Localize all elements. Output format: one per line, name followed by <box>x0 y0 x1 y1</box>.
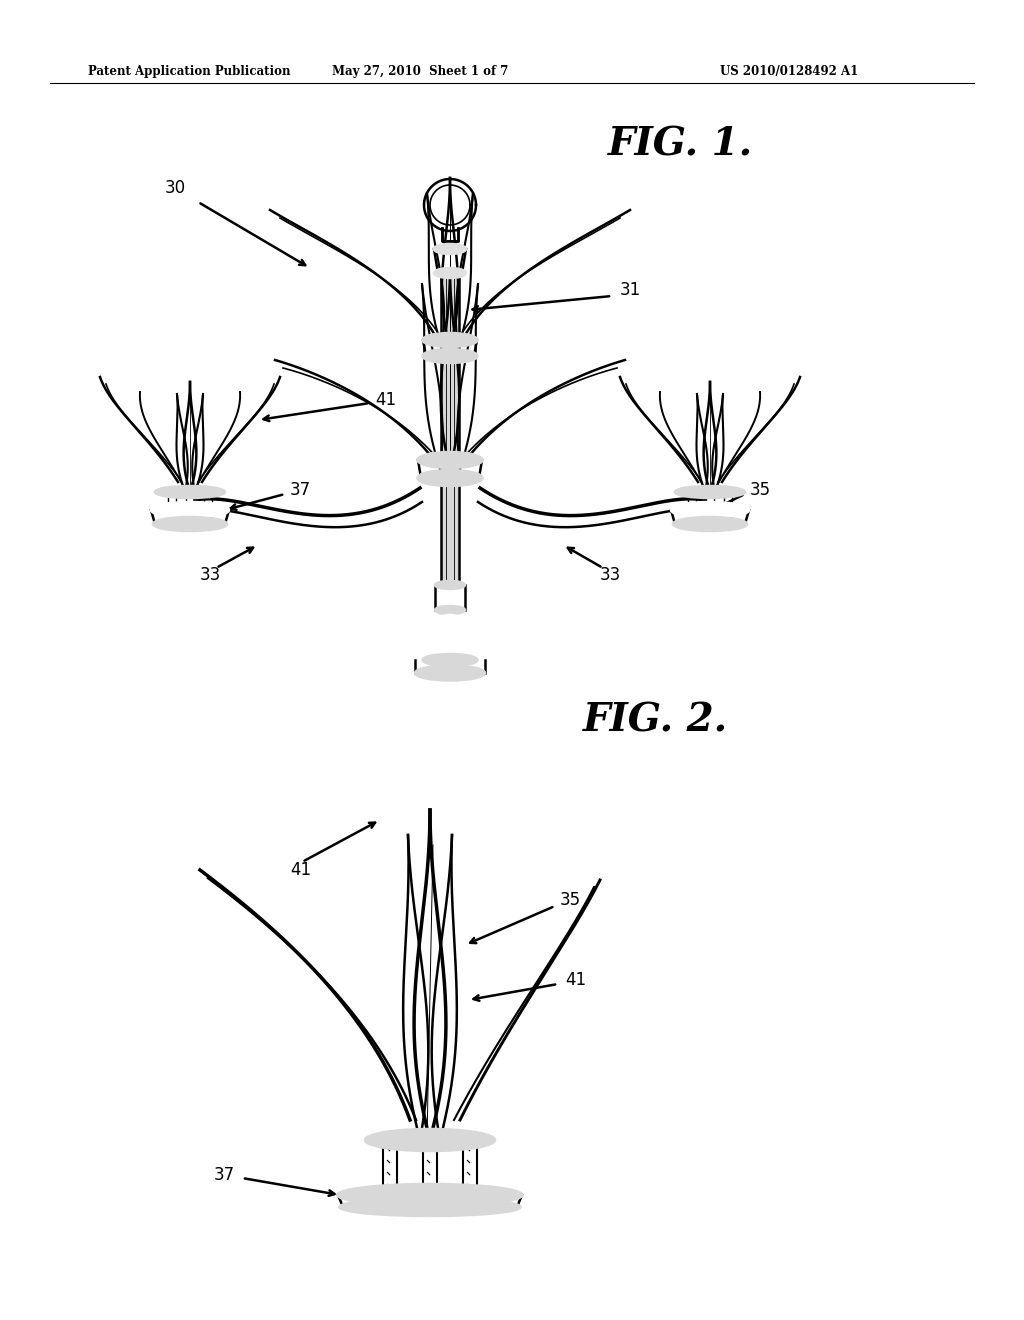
Ellipse shape <box>435 581 465 589</box>
Polygon shape <box>442 228 458 242</box>
Ellipse shape <box>203 521 213 527</box>
Ellipse shape <box>673 517 746 531</box>
Ellipse shape <box>185 490 195 495</box>
Ellipse shape <box>434 244 466 253</box>
Text: 33: 33 <box>200 566 220 583</box>
Text: 37: 37 <box>290 480 311 499</box>
Ellipse shape <box>675 486 745 498</box>
Ellipse shape <box>365 1129 495 1151</box>
Ellipse shape <box>151 502 229 517</box>
Ellipse shape <box>705 490 715 495</box>
Text: 37: 37 <box>214 1166 234 1184</box>
Ellipse shape <box>462 1192 478 1199</box>
Ellipse shape <box>423 333 477 347</box>
Ellipse shape <box>418 470 482 486</box>
Ellipse shape <box>167 490 177 495</box>
Ellipse shape <box>430 615 470 655</box>
Text: 33: 33 <box>599 566 621 583</box>
Ellipse shape <box>418 451 482 469</box>
Ellipse shape <box>723 490 733 495</box>
Text: 31: 31 <box>620 281 641 300</box>
Ellipse shape <box>687 490 697 495</box>
Text: 41: 41 <box>290 861 311 879</box>
Ellipse shape <box>167 521 177 527</box>
Text: 41: 41 <box>565 972 586 989</box>
Polygon shape <box>441 277 459 579</box>
Ellipse shape <box>153 517 227 531</box>
Text: 35: 35 <box>750 480 771 499</box>
Ellipse shape <box>423 653 477 667</box>
Ellipse shape <box>687 521 697 527</box>
Ellipse shape <box>434 268 466 279</box>
Ellipse shape <box>435 606 465 614</box>
Ellipse shape <box>462 1137 478 1143</box>
Ellipse shape <box>723 521 733 527</box>
Text: Patent Application Publication: Patent Application Publication <box>88 66 291 78</box>
Ellipse shape <box>423 348 477 363</box>
Ellipse shape <box>382 1137 398 1143</box>
Ellipse shape <box>185 521 195 527</box>
Ellipse shape <box>671 502 749 517</box>
Ellipse shape <box>422 1192 438 1199</box>
Text: 41: 41 <box>375 391 396 409</box>
Text: FIG. 1.: FIG. 1. <box>607 125 753 164</box>
Ellipse shape <box>705 521 715 527</box>
Text: 30: 30 <box>165 180 185 197</box>
Ellipse shape <box>415 665 485 681</box>
Ellipse shape <box>422 1137 438 1143</box>
Ellipse shape <box>340 1199 520 1216</box>
Text: May 27, 2010  Sheet 1 of 7: May 27, 2010 Sheet 1 of 7 <box>332 66 508 78</box>
Ellipse shape <box>382 1192 398 1199</box>
Ellipse shape <box>203 490 213 495</box>
Text: US 2010/0128492 A1: US 2010/0128492 A1 <box>720 66 858 78</box>
Text: 35: 35 <box>560 891 582 909</box>
Text: FIG. 2.: FIG. 2. <box>583 701 728 739</box>
Ellipse shape <box>155 486 225 498</box>
Ellipse shape <box>338 1184 522 1206</box>
